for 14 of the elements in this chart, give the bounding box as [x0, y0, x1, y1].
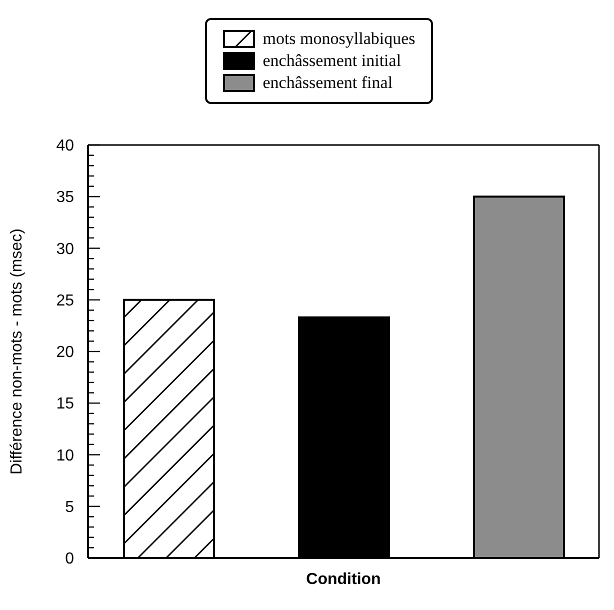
y-tick-label: 5: [65, 498, 74, 516]
y-tick-label: 35: [56, 189, 74, 206]
y-axis-title: Différence non-mots - mots (msec): [8, 228, 26, 474]
y-tick-label: 25: [56, 292, 74, 310]
y-tick-label: 0: [65, 550, 74, 568]
legend-label: mots monosyllabiques: [262, 29, 416, 49]
y-tick-label: 20: [56, 344, 74, 362]
legend-label: enchâssement final: [262, 73, 393, 93]
y-tick-label: 40: [56, 138, 74, 155]
x-axis-title: Condition: [306, 571, 381, 588]
y-tick-label: 15: [56, 396, 74, 413]
legend-label: enchâssement initial: [262, 51, 402, 71]
y-tick-label: 10: [56, 447, 74, 464]
y-tick-label: 30: [56, 240, 74, 258]
